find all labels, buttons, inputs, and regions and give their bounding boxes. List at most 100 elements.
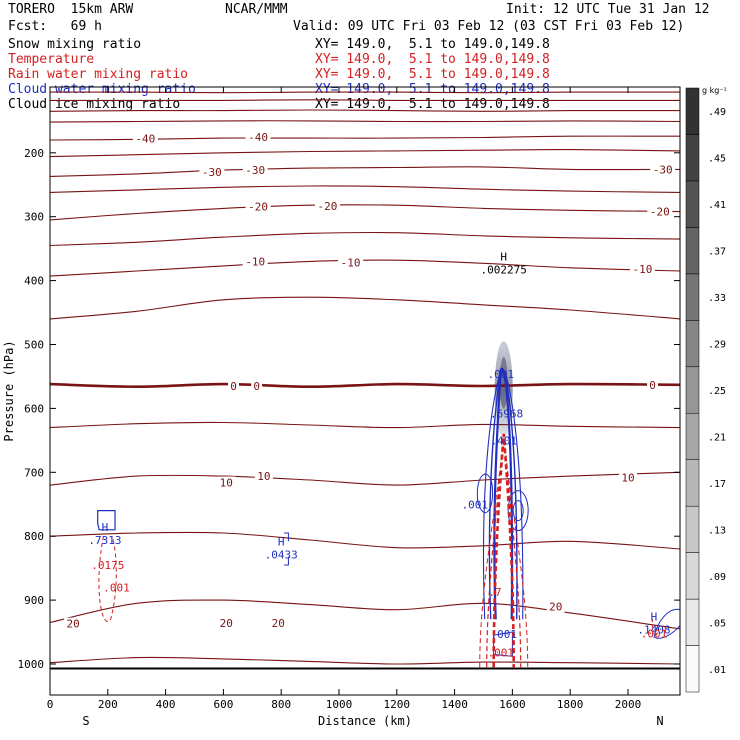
isotherm-11 [50,296,680,320]
isotherm-label-bg-15 [254,470,273,483]
colorbar-tick-11: .45 [708,154,726,165]
isotherm-label-7: -20 [650,206,670,219]
colorbar-tick-9: .37 [708,247,726,258]
init-time: Init: 12 UTC Tue 31 Jan 12 [506,2,710,17]
model-title: TORERO 15km ARW [8,2,134,17]
colorbar-segment-5 [685,412,700,460]
plot-frame [49,86,681,696]
x-tick-label-4: 800 [271,698,291,711]
isotherm-label-17: 20 [66,618,79,631]
isotherm-label-1: -40 [248,131,268,144]
x-tick-label-5: 1000 [326,698,353,711]
isotherm-label-bg-14 [217,476,236,489]
isotherm-label-bg-12 [251,380,263,393]
isotherm-label-16: 10 [621,471,634,484]
cloud-water-side-cell [476,473,494,514]
isotherm-label-bg-4 [650,163,676,176]
isotherm-12 [50,382,680,389]
isotherm-label-13: 0 [649,379,656,392]
cloud-water-south-cell [97,510,116,531]
isotherm-6 [50,166,680,177]
x-tick-label-3: 600 [213,698,233,711]
colorbar-segment-12 [685,87,700,135]
colorbar-unit: g kg⁻¹ [702,86,727,95]
legend-temperature-label: Temperature [8,52,95,67]
colorbar-segment-11 [685,134,700,182]
isotherm-label-bg-10 [629,263,655,276]
valid-time: Valid: 09 UTC Fri 03 Feb 12 (03 CST Fri … [293,19,685,34]
cloud-water-anvil-1 [507,490,529,532]
legend-snow-xy: XY= 149.0, 5.1 to 149.0,149.8 [315,37,550,52]
legend-cloud-water-xy: XY= 149.0, 5.1 to 149.0,149.8 [315,82,550,97]
cloud-water-anvil-2 [512,500,524,522]
isotherm-label-bg-20 [546,600,565,613]
isotherm-17 [50,656,680,665]
temperature-isotherms [50,91,680,665]
colorbar-segment-7 [685,320,700,368]
x-tick-label-1: 200 [98,698,118,711]
cloud-water-north-cell [653,608,680,639]
colorbar-segment-8 [685,273,700,321]
isotherm-label-14: 10 [220,477,233,490]
isotherm-label-5: -20 [248,200,268,213]
y-tick-label-6: 800 [24,530,44,543]
isotherm-7 [50,185,680,193]
colorbar-segment-6 [685,366,700,414]
legend-cloud-water-label: Cloud water mixing ratio [8,82,196,97]
isotherm-label-11: 0 [230,380,237,393]
isotherm-label-2: -30 [202,166,222,179]
colorbar-tick-4: .17 [708,479,726,490]
isotherm-label-10: -10 [632,263,652,276]
cloud-water-column-contour-2 [482,368,524,620]
isotherm-label-bg-9 [338,256,364,269]
maximum-value-0: .002275 [481,264,527,277]
contour-labels: -40 -40 -30 -30 -30 -20 -20 -20 -10 -10 -10 0 0 0 10 10… [64,130,676,659]
maximum-marker-2: H [278,536,285,549]
isotherm-label-bg-18 [217,617,236,630]
colorbar-tick-5: .21 [708,432,726,443]
isotherm-label-bg-5 [245,200,271,213]
isotherm-label-9: -10 [341,257,361,270]
colorbar-tick-3: .13 [708,525,726,536]
isotherm-label-6: -20 [317,200,337,213]
colorbar-segment-4 [685,459,700,507]
isotherm-9 [50,231,680,247]
colorbar-segment-2 [685,552,700,600]
maximum-marker-1: H [102,521,109,534]
isotherm-3 [50,120,680,123]
isotherm-label-bg-11 [228,380,240,393]
y-axis-title: Pressure (hPa) [2,340,16,441]
x-tick-label-9: 1800 [557,698,584,711]
isotherm-label-bg-7 [647,205,673,218]
colorbar-tick-1: .05 [708,618,726,629]
isotherm-label-8: -10 [245,255,265,268]
isotherm-label-bg-8 [242,255,268,268]
colorbar-segment-1 [685,598,700,646]
isotherm-label-bg-3 [242,164,268,177]
y-tick-label-3: 500 [24,339,44,352]
isotherm-label-bg-19 [269,617,288,630]
org-label: NCAR/MMM [225,2,288,17]
legend-snow-label: Snow mixing ratio [8,37,142,52]
maximum-marker-0: H [500,251,507,264]
y-tick-label-8: 1000 [18,658,45,671]
contour-label-8: .401 [490,434,517,447]
colorbar: .01 .05 .09 .13 .17 .21 .25 .29 .33 .37 .41 .45 .49 g… [685,86,727,693]
colorbar-segment-3 [685,505,700,553]
isotherm-label-bg-0 [132,132,158,145]
isotherm-label-0: -40 [135,133,155,146]
forecast-hour: Fcst: 69 h [8,19,102,34]
y-tick-label-5: 700 [24,466,44,479]
colorbar-segment-0 [685,645,700,693]
colorbar-tick-12: .49 [708,107,726,118]
isotherm-0 [50,91,680,94]
endpoint-left-label: S [82,714,89,728]
y-tick-label-1: 300 [24,211,44,224]
contour-label-5: .001 [488,646,515,659]
x-tick-label-10: 2000 [615,698,642,711]
hydrometeor-contours [97,367,680,668]
colorbar-tick-2: .09 [708,572,726,583]
contour-label-0: .001 [488,368,515,381]
